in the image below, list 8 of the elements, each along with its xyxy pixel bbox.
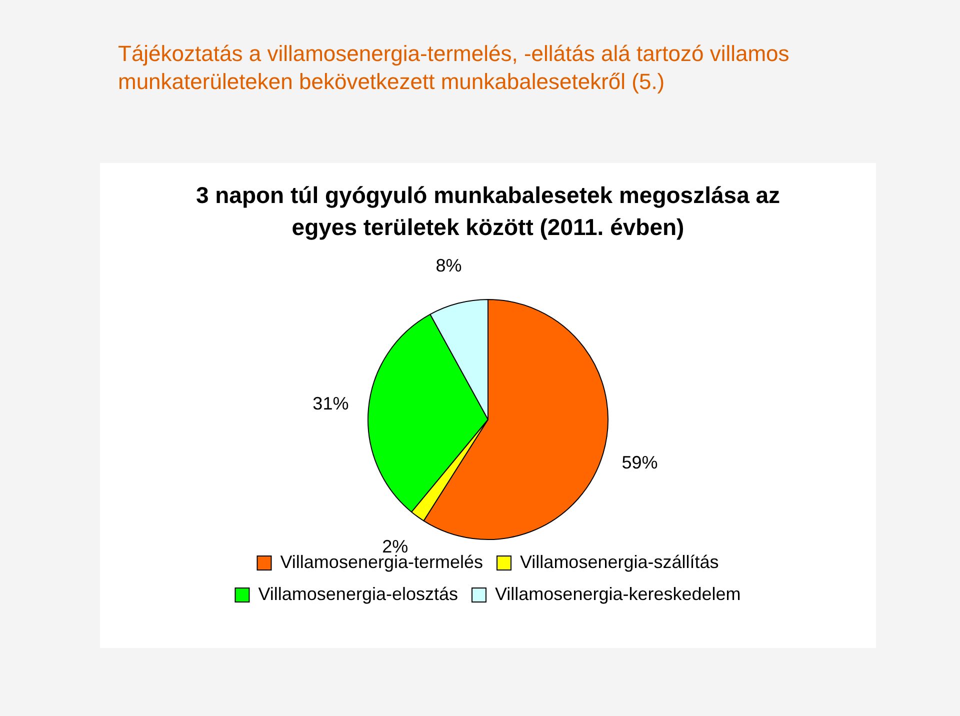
- legend-label: Villamosenergia-szállítás: [520, 552, 719, 572]
- legend-label: Villamosenergia-kereskedelem: [494, 584, 741, 604]
- chart-title: Tájékoztatás a villamosenergia-termelés, -ellátás alá tartozó villamos munkaterületeken bekövetkezett munkabalesetekről (5.): [118, 40, 790, 96]
- data-label: 31%: [312, 394, 349, 414]
- chart-subtitle: 3 napon túl gyógyuló munkabalesetek megoszlása az egyes területek között (2011. évben): [194, 181, 782, 242]
- data-label: 59%: [622, 452, 658, 473]
- data-label: 8%: [436, 255, 462, 276]
- legend-label: Villamosenergia-elosztás: [258, 584, 458, 604]
